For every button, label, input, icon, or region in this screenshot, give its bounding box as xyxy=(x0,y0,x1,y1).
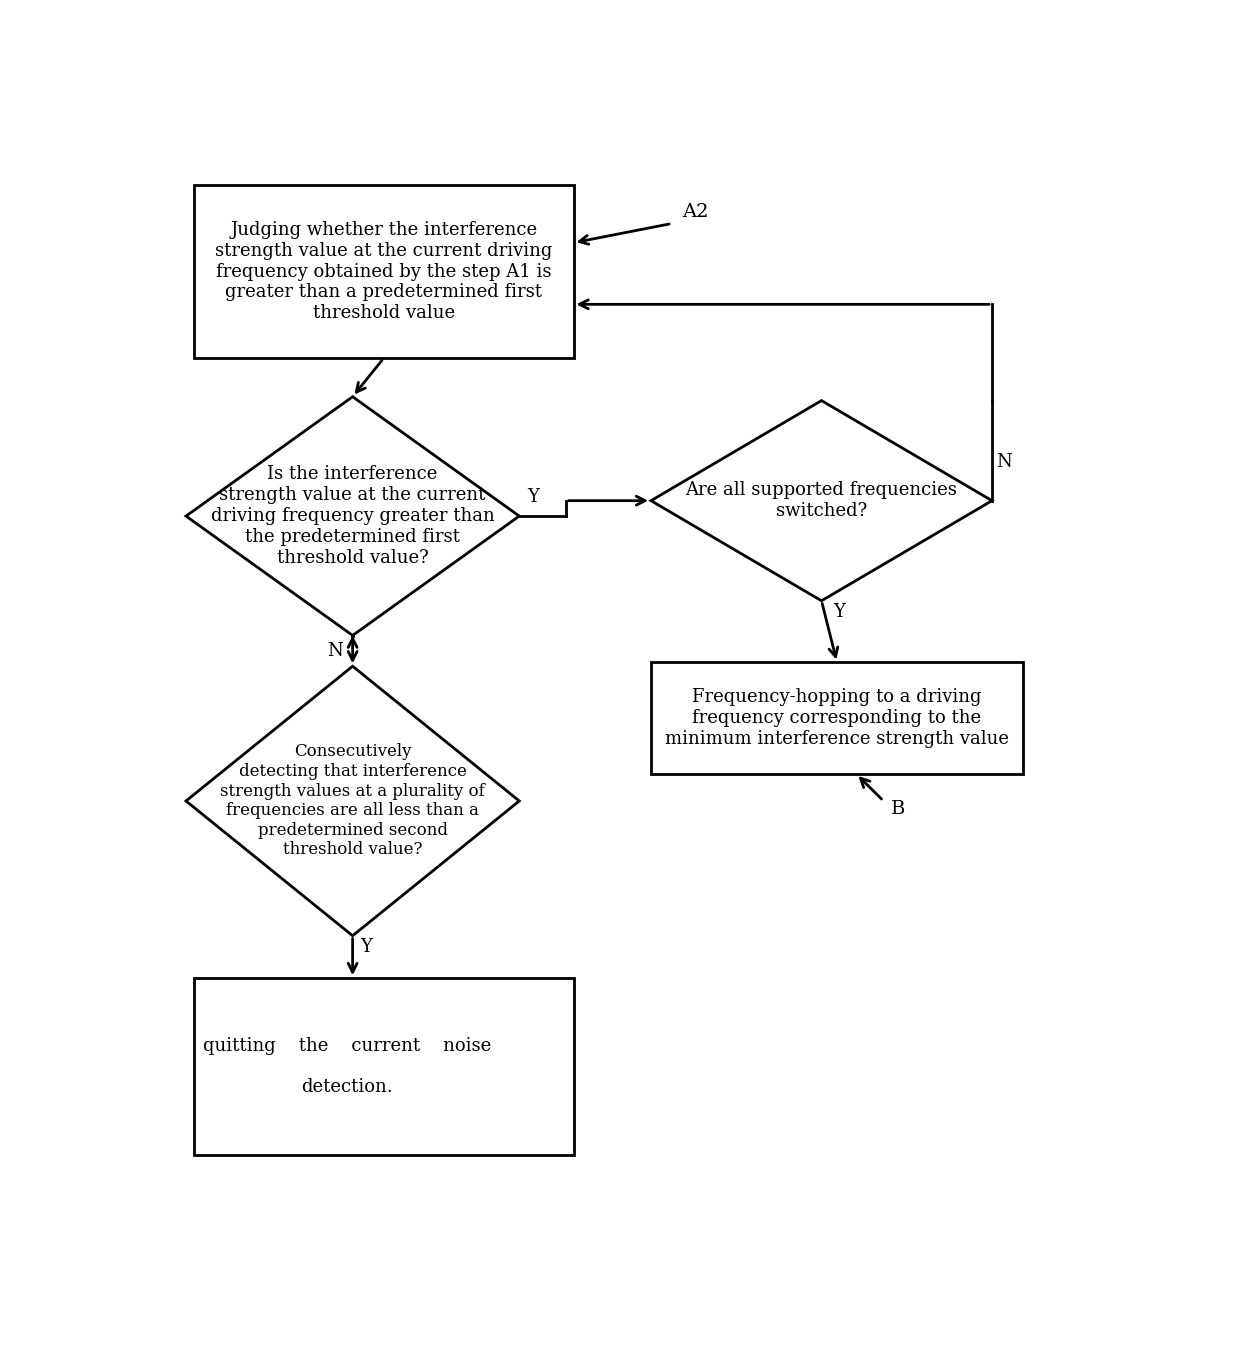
Text: B: B xyxy=(892,800,905,817)
Text: Consecutively
detecting that interference
strength values at a plurality of
freq: Consecutively detecting that interferenc… xyxy=(221,743,485,858)
Text: Is the interference
strength value at the current
driving frequency greater than: Is the interference strength value at th… xyxy=(211,465,495,567)
Text: Are all supported frequencies
switched?: Are all supported frequencies switched? xyxy=(686,482,957,521)
Text: Judging whether the interference
strength value at the current driving
frequency: Judging whether the interference strengt… xyxy=(215,221,552,322)
Text: N: N xyxy=(996,453,1012,471)
Polygon shape xyxy=(651,401,992,600)
Text: A2: A2 xyxy=(682,202,708,221)
Polygon shape xyxy=(186,666,520,936)
FancyBboxPatch shape xyxy=(651,662,1023,774)
Text: Y: Y xyxy=(527,488,539,506)
Text: Y: Y xyxy=(361,939,372,956)
FancyBboxPatch shape xyxy=(193,185,573,359)
Text: quitting    the    current    noise

detection.: quitting the current noise detection. xyxy=(203,1037,491,1097)
Polygon shape xyxy=(186,397,520,635)
Text: N: N xyxy=(327,642,342,660)
FancyBboxPatch shape xyxy=(193,978,573,1155)
Text: Y: Y xyxy=(833,603,844,622)
Text: Frequency-hopping to a driving
frequency corresponding to the
minimum interferen: Frequency-hopping to a driving frequency… xyxy=(665,688,1009,747)
